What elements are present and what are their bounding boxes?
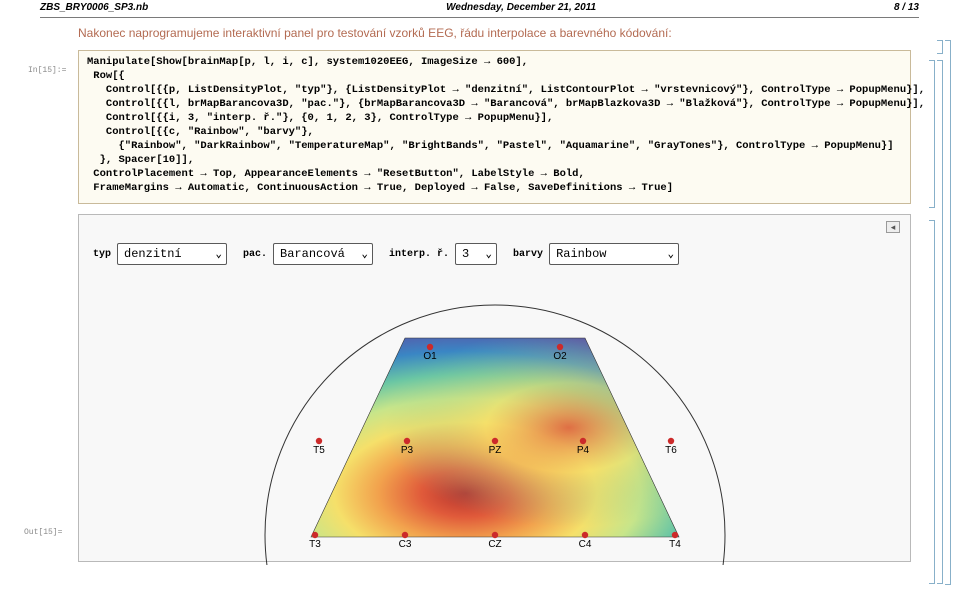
- file-name: ZBS_BRY0006_SP3.nb: [40, 2, 148, 13]
- caption-text: Nakonec naprogramujeme interaktivní pane…: [78, 26, 919, 40]
- chevron-down-icon: ⌄: [667, 247, 674, 261]
- control-barvy: barvy Rainbow ⌄: [513, 243, 679, 265]
- header-rule: [40, 17, 919, 18]
- typ-popup[interactable]: denzitní ⌄: [117, 243, 227, 265]
- electrode-label: C4: [578, 539, 591, 550]
- chevron-down-icon: ⌄: [215, 247, 222, 261]
- electrode-dot: [491, 532, 497, 538]
- interp-popup[interactable]: 3 ⌄: [455, 243, 497, 265]
- control-interp: interp. ř. 3 ⌄: [389, 243, 497, 265]
- electrode-label: T6: [665, 445, 677, 456]
- electrode-label: P3: [400, 445, 413, 456]
- electrode-label: T3: [309, 539, 321, 550]
- manipulate-panel: ◂ typ denzitní ⌄ pac. Barancová ⌄ interp…: [78, 214, 911, 562]
- code-line: }, Spacer[10]],: [87, 153, 902, 167]
- control-pac: pac. Barancová ⌄: [243, 243, 373, 265]
- pac-popup[interactable]: Barancová ⌄: [273, 243, 373, 265]
- page-date: Wednesday, December 21, 2011: [446, 2, 596, 13]
- electrode-label: PZ: [488, 445, 501, 456]
- electrode-dot: [671, 532, 677, 538]
- typ-value: denzitní: [124, 247, 182, 261]
- control-typ: typ denzitní ⌄: [93, 243, 227, 265]
- electrode-dot: [556, 344, 562, 350]
- electrode-dot: [403, 438, 409, 444]
- barvy-label: barvy: [513, 249, 543, 260]
- electrode-label: T5: [313, 445, 325, 456]
- code-line: FrameMargins → Automatic, ContinuousActi…: [87, 181, 902, 195]
- electrode-label: O2: [553, 351, 567, 362]
- electrode-dot: [401, 532, 407, 538]
- electrode-dot: [311, 532, 317, 538]
- code-line: Row[{: [87, 69, 902, 83]
- in-label: In[15]:=: [28, 66, 66, 75]
- density-region: [311, 338, 679, 537]
- barvy-value: Rainbow: [556, 247, 606, 261]
- brain-map-plot: O1 O2 T5 P3 PZ P4 T6 T3 C3 CZ C4 T4: [79, 275, 910, 555]
- electrode-label: CZ: [488, 539, 501, 550]
- pac-label: pac.: [243, 249, 267, 260]
- interp-value: 3: [462, 247, 469, 261]
- reset-button-icon[interactable]: ◂: [886, 221, 900, 233]
- code-line: Control[{{i, 3, "interp. ř."}, {0, 1, 2,…: [87, 111, 902, 125]
- code-cell: Manipulate[Show[brainMap[p, l, i, c], sy…: [78, 50, 911, 204]
- code-line: Control[{{p, ListDensityPlot, "typ"}, {L…: [87, 83, 902, 97]
- interp-label: interp. ř.: [389, 249, 449, 260]
- electrode-label: O1: [423, 351, 437, 362]
- typ-label: typ: [93, 249, 111, 260]
- code-line: Control[{{l, brMapBarancova3D, "pac."}, …: [87, 97, 902, 111]
- code-line: ControlPlacement → Top, AppearanceElemen…: [87, 167, 902, 181]
- code-line: {"Rainbow", "DarkRainbow", "TemperatureM…: [87, 139, 902, 153]
- electrode-dot: [315, 438, 321, 444]
- electrode-dot: [581, 532, 587, 538]
- electrode-dot: [667, 438, 673, 444]
- cell-brackets: [919, 0, 951, 591]
- code-line: Manipulate[Show[brainMap[p, l, i, c], sy…: [87, 55, 902, 69]
- brain-map-svg: O1 O2 T5 P3 PZ P4 T6 T3 C3 CZ C4 T4: [255, 285, 735, 565]
- electrode-label: C3: [398, 539, 411, 550]
- electrode-dot: [579, 438, 585, 444]
- page-number: 8 / 13: [894, 2, 919, 13]
- pac-value: Barancová: [280, 247, 345, 261]
- controls-row: typ denzitní ⌄ pac. Barancová ⌄ interp. …: [79, 215, 910, 275]
- electrode-label: P4: [576, 445, 589, 456]
- electrode-dot: [491, 438, 497, 444]
- chevron-down-icon: ⌄: [485, 247, 492, 261]
- out-label: Out[15]=: [24, 528, 62, 537]
- barvy-popup[interactable]: Rainbow ⌄: [549, 243, 679, 265]
- code-line: Control[{{c, "Rainbow", "barvy"},: [87, 125, 902, 139]
- electrode-label: T4: [669, 539, 681, 550]
- chevron-down-icon: ⌄: [361, 247, 368, 261]
- electrode-dot: [426, 344, 432, 350]
